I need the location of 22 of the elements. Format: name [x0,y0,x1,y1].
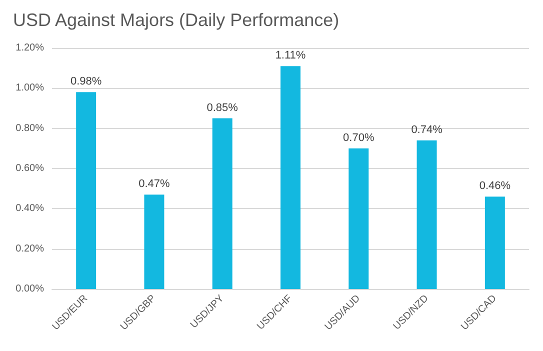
data-label: 0.47% [138,178,170,190]
y-tick-label: 1.20% [16,42,44,54]
y-tick-label: 0.20% [16,243,44,254]
y-tick-label: 0.40% [16,203,44,214]
data-label: 0.70% [343,132,374,144]
y-tick-label: 0.80% [16,122,44,134]
bar [280,66,300,289]
data-label: 0.74% [411,124,443,136]
data-label: 0.85% [206,102,238,114]
bar [76,92,96,289]
data-label: 0.46% [479,180,511,192]
chart-title: USD Against Majors (Daily Performance) [13,10,340,30]
bar [144,194,164,289]
bar [484,196,505,289]
y-tick-label: 0.60% [16,163,44,174]
bar [348,148,369,289]
bar [212,118,232,289]
bar [416,140,437,289]
y-tick-label: 1.00% [16,82,44,94]
y-tick-label: 0.00% [16,284,44,294]
data-label: 1.11% [275,50,306,62]
data-label: 0.98% [70,76,102,88]
